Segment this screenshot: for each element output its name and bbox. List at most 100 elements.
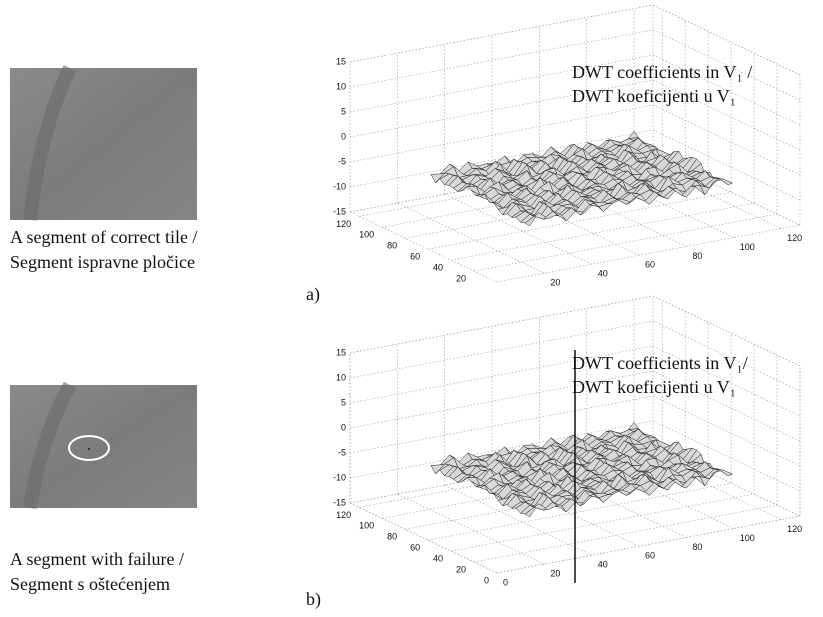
grid-line	[349, 29, 654, 88]
x-tick-label: 40	[598, 560, 608, 570]
y-tick-label: 80	[387, 241, 397, 251]
tile-image	[10, 381, 197, 510]
grid-line	[539, 467, 687, 538]
z-tick-label: -5	[338, 156, 346, 166]
z-tick-label: 5	[341, 397, 346, 407]
caption: Segment s oštećenjem	[10, 574, 170, 594]
y-tick-label: 0	[484, 575, 489, 585]
z-tick-label: 0	[341, 422, 346, 432]
y-tick-label: 20	[456, 273, 466, 283]
y-tick-label: 120	[336, 510, 351, 520]
grid-line	[349, 104, 654, 163]
grid-line	[349, 4, 654, 63]
y-tick-label: 40	[433, 554, 443, 564]
z-tick-label: -10	[333, 472, 346, 482]
surface-plot: 15 10 5 0 -5 -10 -15 120 100 80 60 40 20 0 0 20 40 60 80 10…	[333, 295, 802, 587]
panel-label: a)	[306, 284, 320, 305]
y-tick-label: 60	[410, 543, 420, 553]
x-tick-label: 0	[503, 577, 508, 587]
grid-line	[349, 211, 498, 283]
grid-line	[349, 79, 654, 138]
y-tick-label: 80	[387, 532, 397, 542]
grid-line	[397, 493, 545, 565]
grid-line	[349, 395, 654, 454]
surface-cell	[718, 178, 734, 186]
grid-line	[652, 395, 801, 467]
z-tick-label: -5	[338, 447, 346, 457]
grid-line	[652, 320, 801, 392]
grid-line	[652, 345, 801, 417]
x-tick-label: 120	[787, 233, 802, 243]
annotation: DWT coefficients in V₁/	[572, 353, 748, 373]
y-tick-label: 120	[336, 219, 351, 229]
grid-line	[349, 345, 654, 404]
grid-line	[633, 158, 782, 229]
y-tick-label: 60	[410, 252, 420, 262]
grid-line	[652, 420, 801, 492]
grid-line	[586, 458, 734, 529]
grid-line	[586, 167, 734, 238]
caption: A segment with failure /	[10, 549, 184, 569]
grid-line	[444, 193, 592, 265]
tile-image	[10, 64, 197, 221]
grid-line	[451, 202, 755, 261]
grid-line	[397, 202, 545, 274]
y-tick-label: 100	[359, 230, 374, 240]
y-tick-label: 100	[359, 521, 374, 531]
grid-line	[652, 29, 801, 101]
grid-line	[652, 295, 801, 367]
grid-line	[349, 54, 654, 113]
grid-line	[473, 504, 778, 563]
x-tick-label: 40	[598, 269, 608, 279]
grid-line	[349, 295, 654, 354]
x-tick-label: 80	[692, 251, 702, 261]
grid-line	[652, 445, 801, 517]
z-tick-label: 10	[336, 372, 346, 382]
caption: A segment of correct tile /	[10, 227, 197, 247]
grid-line	[652, 370, 801, 442]
x-tick-label: 60	[645, 551, 655, 561]
grid-line	[539, 176, 687, 247]
grid-line	[633, 449, 782, 520]
x-tick-label: 20	[550, 568, 560, 578]
grid-line	[428, 191, 732, 250]
y-tick-label: 40	[433, 263, 443, 273]
z-tick-label: 5	[341, 106, 346, 116]
z-tick-label: 0	[341, 131, 346, 141]
grid-line	[428, 482, 732, 541]
annotation: DWT koeficijenti u V₁	[572, 86, 736, 106]
z-tick-label: 15	[336, 56, 346, 66]
grid-line	[349, 320, 654, 379]
x-tick-label: 20	[550, 277, 560, 287]
grid-line	[652, 154, 801, 226]
grid-line	[652, 4, 801, 76]
grid-line	[652, 79, 801, 151]
grid-line	[473, 213, 778, 272]
grid-line	[652, 54, 801, 126]
grid-line	[496, 515, 801, 574]
grid-line	[652, 104, 801, 176]
z-tick-label: -15	[333, 497, 346, 507]
y-tick-label: 20	[456, 564, 466, 574]
z-tick-label: 10	[336, 81, 346, 91]
z-tick-label: -15	[333, 206, 346, 216]
x-tick-label: 100	[740, 242, 755, 252]
grid-line	[349, 370, 654, 429]
x-tick-label: 120	[787, 524, 802, 534]
grid-line	[349, 502, 498, 574]
grid-line	[652, 129, 801, 201]
grid-line	[451, 493, 755, 552]
x-tick-label: 60	[645, 260, 655, 270]
grid-line	[444, 484, 592, 556]
caption: Segment ispravne pločice	[10, 252, 195, 272]
z-tick-label: 15	[336, 347, 346, 357]
annotation: DWT koeficijenti u V₁	[572, 377, 736, 397]
surface-plot: 15 10 5 0 -5 -10 -15 120 100 80 60 40 20 20 40 60 80 100 1…	[333, 4, 802, 287]
annotation: DWT coefficients in V₁ /	[572, 62, 752, 82]
z-tick-label: -10	[333, 181, 346, 191]
grid-line	[496, 224, 801, 283]
x-tick-label: 100	[740, 533, 755, 543]
panel-label: b)	[306, 589, 321, 610]
x-tick-label: 80	[692, 542, 702, 552]
